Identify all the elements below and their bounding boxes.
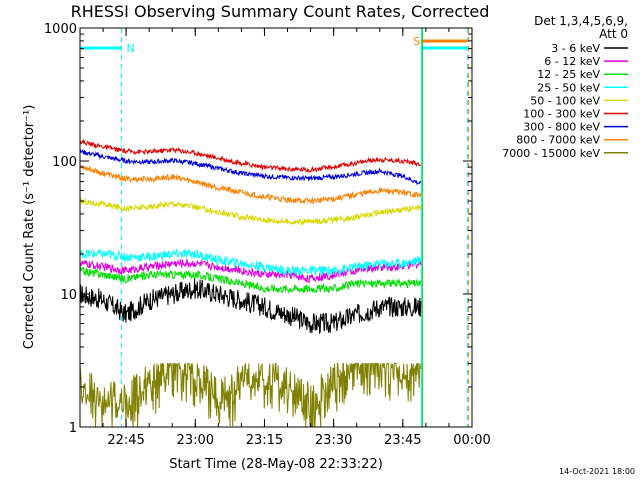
x-tick-label: 22:45 bbox=[107, 433, 144, 448]
y-tick-label: 10 bbox=[60, 288, 77, 303]
legend-label-6: 100 - 300 keV bbox=[523, 108, 600, 121]
x-tick-label: 00:00 bbox=[453, 433, 490, 448]
legend-label-3: 12 - 25 keV bbox=[537, 68, 600, 81]
y-tick-label: 100 bbox=[52, 155, 77, 170]
series-line-1 bbox=[79, 278, 422, 335]
series-line-3 bbox=[79, 267, 422, 294]
y-tick-label: 1000 bbox=[44, 22, 77, 37]
series-line-9 bbox=[79, 361, 422, 428]
legend-header-line-1: Det 1,3,4,5,6,9, bbox=[534, 14, 628, 28]
axis-ticks: 1 10 100 1000 22:45 23:00 23:15 23:30 23:45 00:00 bbox=[44, 22, 491, 448]
y-axis-label: Corrected Count Rate (s⁻¹ detector⁻¹) bbox=[22, 105, 37, 350]
series-line-5 bbox=[79, 198, 422, 227]
x-axis-label: Start Time (28-May-08 22:33:22) bbox=[169, 457, 383, 472]
series-line-2 bbox=[79, 258, 422, 284]
series-line-7 bbox=[79, 148, 422, 186]
legend-label-2: 6 - 12 keV bbox=[544, 55, 600, 68]
saa-flag-label: S bbox=[413, 35, 420, 48]
night-flag-label: N bbox=[127, 42, 135, 55]
footer-date: 14-Oct-2021 18:00 bbox=[559, 467, 635, 476]
legend-label-7: 300 - 800 keV bbox=[523, 121, 600, 134]
x-tick-label: 23:00 bbox=[177, 433, 214, 448]
chart-title: RHESSI Observing Summary Count Rates, Co… bbox=[71, 2, 490, 21]
legend-label-9: 7000 - 15000 keV bbox=[502, 147, 600, 160]
legend-header-line-2: Att 0 bbox=[599, 27, 628, 41]
x-tick-label: 23:30 bbox=[315, 433, 352, 448]
plot-area: NS bbox=[79, 28, 469, 428]
series-line-8 bbox=[79, 165, 422, 205]
series-line-4 bbox=[79, 248, 422, 277]
plot-frame bbox=[79, 27, 473, 428]
x-tick-label: 23:15 bbox=[246, 433, 283, 448]
legend-label-1: 3 - 6 keV bbox=[551, 42, 600, 55]
legend-label-8: 800 - 7000 keV bbox=[516, 134, 600, 147]
y-tick-label: 1 bbox=[69, 421, 77, 436]
series-line-6 bbox=[79, 138, 422, 173]
legend-label-4: 25 - 50 keV bbox=[537, 81, 600, 94]
x-tick-label: 23:45 bbox=[384, 433, 421, 448]
legend-label-5: 50 - 100 keV bbox=[530, 94, 600, 107]
